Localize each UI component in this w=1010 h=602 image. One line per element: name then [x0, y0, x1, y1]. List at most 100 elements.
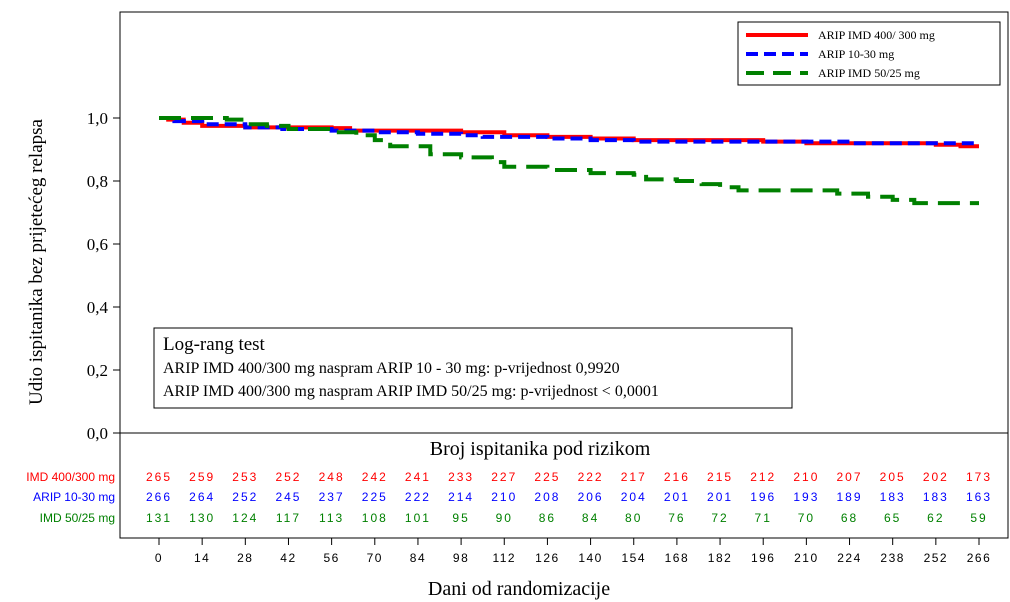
risk-cell: 131: [146, 511, 172, 525]
risk-cell: 59: [970, 511, 987, 525]
risk-row-label: ARIP 10-30 mg: [33, 490, 115, 504]
risk-row-label: IMD 400/300 mg: [26, 470, 115, 484]
risk-cell: 76: [668, 511, 685, 525]
risk-cell: 253: [232, 470, 258, 484]
y-tick-label: 0,2: [87, 361, 108, 380]
risk-cell: 202: [923, 470, 949, 484]
risk-cell: 163: [966, 490, 992, 504]
risk-cell: 212: [750, 470, 776, 484]
risk-cell: 117: [276, 511, 301, 525]
risk-cell: 173: [966, 470, 992, 484]
risk-cell: 210: [491, 490, 517, 504]
risk-cell: 215: [707, 470, 733, 484]
x-tick-label: 238: [880, 551, 905, 565]
risk-cell: 70: [798, 511, 815, 525]
risk-cell: 252: [275, 470, 301, 484]
risk-cell: 242: [362, 470, 388, 484]
annotation-title: Log-rang test: [163, 334, 266, 355]
risk-cell: 259: [189, 470, 215, 484]
risk-cell: 210: [793, 470, 819, 484]
risk-cell: 68: [841, 511, 858, 525]
y-tick-label: 0,6: [87, 235, 108, 254]
risk-table: IMD 400/300 mg 265 259 253 252 248 242 241 233 22…: [26, 470, 992, 525]
risk-cell: 101: [405, 511, 431, 525]
risk-cell: 206: [578, 490, 604, 504]
risk-cell: 241: [405, 470, 431, 484]
x-tick-label: 140: [578, 551, 603, 565]
x-tick-label: 224: [837, 551, 862, 565]
y-tick-label: 0,4: [87, 298, 109, 317]
x-tick-label: 252: [924, 551, 949, 565]
annotation-box: [153, 327, 793, 409]
x-tick-label: 0: [155, 551, 163, 565]
x-tick-label: 42: [280, 551, 296, 565]
risk-cell: 201: [664, 490, 690, 504]
risk-cell: 264: [189, 490, 215, 504]
risk-cell: 86: [539, 511, 556, 525]
x-tick-label: 14: [194, 551, 210, 565]
x-tick-label: 154: [621, 551, 646, 565]
risk-cell: 222: [405, 490, 431, 504]
risk-cell: 193: [793, 490, 819, 504]
risk-cell: 207: [837, 470, 863, 484]
risk-cell: 208: [534, 490, 560, 504]
x-axis: 0 14 28 42 56 70 84 98 112 126 140 154 168 182 196 210 2…: [155, 538, 992, 565]
x-tick-label: 182: [708, 551, 733, 565]
risk-cell: 233: [448, 470, 474, 484]
x-tick-label: 84: [410, 551, 426, 565]
risk-cell: 214: [448, 490, 474, 504]
risk-cell: 130: [189, 511, 215, 525]
plot-frame: [119, 11, 1009, 539]
series-lines: [159, 116, 979, 206]
annotation-line-2: ARIP IMD 400/300 mg naspram ARIP IMD 50/…: [163, 383, 659, 400]
y-tick-label: 1,0: [87, 109, 108, 128]
risk-cell: 183: [923, 490, 949, 504]
risk-cell: 72: [711, 511, 728, 525]
risk-cell: 225: [362, 490, 388, 504]
series-line-2: [159, 116, 979, 146]
risk-table-title: Broj ispitanika pod rizikom: [430, 438, 651, 460]
risk-cell: 108: [362, 511, 388, 525]
x-axis-label: Dani od randomizacije: [428, 578, 610, 600]
x-tick-label: 196: [751, 551, 776, 565]
risk-row-label: IMD 50/25 mg: [40, 511, 115, 525]
legend-label: ARIP IMD 50/25 mg: [818, 66, 920, 80]
annotation-line-1: ARIP IMD 400/300 mg naspram ARIP 10 - 30…: [163, 360, 620, 377]
risk-cell: 265: [146, 470, 172, 484]
risk-cell: 124: [232, 511, 258, 525]
risk-cell: 248: [319, 470, 345, 484]
risk-cell: 196: [750, 490, 776, 504]
risk-cell: 227: [491, 470, 517, 484]
risk-cell: 217: [621, 470, 647, 484]
risk-cell: 84: [582, 511, 599, 525]
risk-cell: 237: [319, 490, 345, 504]
risk-cell: 204: [621, 490, 647, 504]
x-tick-label: 98: [453, 551, 469, 565]
risk-cell: 205: [880, 470, 906, 484]
x-tick-label: 56: [323, 551, 339, 565]
x-tick-label: 28: [237, 551, 253, 565]
legend-label: ARIP IMD 400/ 300 mg: [818, 28, 935, 42]
risk-cell: 266: [146, 490, 172, 504]
risk-cell: 189: [837, 490, 863, 504]
legend: ARIP IMD 400/ 300 mg ARIP 10-30 mg ARIP IM…: [737, 21, 1001, 86]
x-tick-label: 168: [665, 551, 690, 565]
risk-cell: 245: [275, 490, 301, 504]
risk-cell: 90: [496, 511, 513, 525]
risk-cell: 80: [625, 511, 642, 525]
risk-cell: 65: [884, 511, 901, 525]
risk-cell: 71: [755, 511, 772, 525]
series-line-3: [159, 116, 979, 206]
risk-cell: 222: [578, 470, 604, 484]
x-tick-label: 266: [967, 551, 992, 565]
x-tick-label: 70: [367, 551, 383, 565]
y-tick-label: 0,8: [87, 172, 108, 191]
risk-cell: 183: [880, 490, 906, 504]
x-tick-label: 112: [492, 551, 516, 565]
risk-cell: 95: [452, 511, 469, 525]
risk-cell: 252: [232, 490, 258, 504]
logrank-annotation: Log-rang test ARIP IMD 400/300 mg naspra…: [153, 327, 793, 409]
y-tick-label: 0,0: [87, 424, 108, 443]
legend-label: ARIP 10-30 mg: [818, 47, 894, 61]
